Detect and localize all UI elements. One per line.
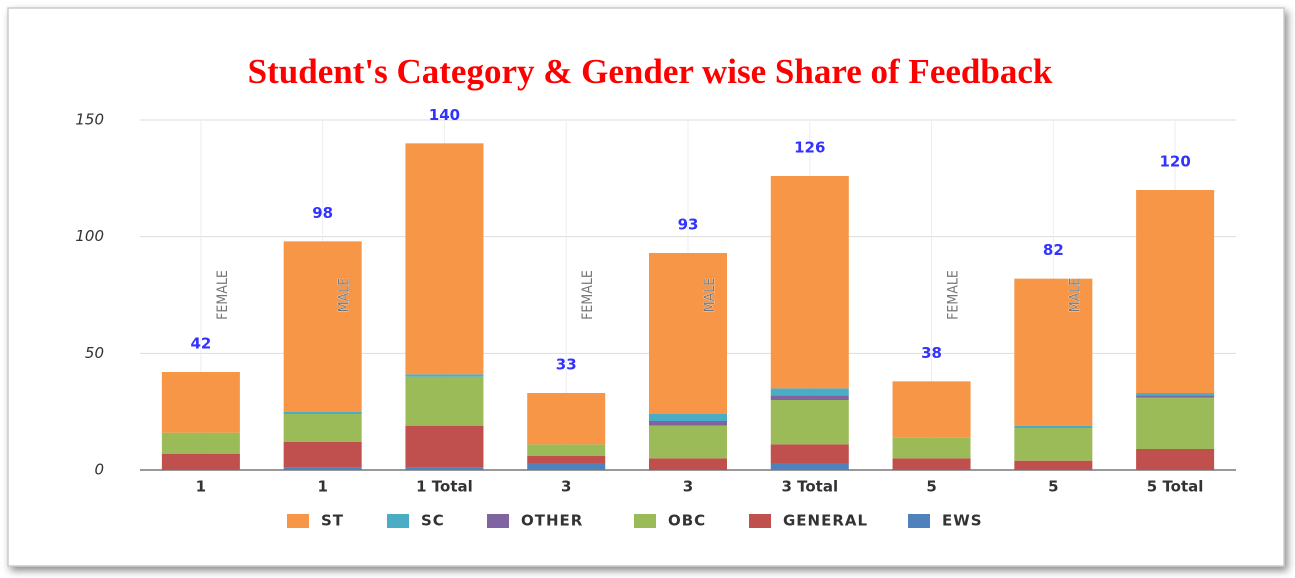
- total-label: 120: [1159, 153, 1190, 171]
- legend-label: OBC: [668, 512, 706, 530]
- bar-segment: [283, 467, 362, 470]
- legend-label: SC: [421, 512, 445, 530]
- legend-label: OTHER: [521, 512, 583, 530]
- x-tick-label: 3: [683, 478, 693, 496]
- legend-swatch: [387, 514, 409, 528]
- x-tick-label: 1: [317, 478, 327, 496]
- legend-swatch: [287, 514, 309, 528]
- bar-segment: [770, 463, 849, 470]
- bar-segment: [161, 432, 240, 454]
- bar-segment: [283, 414, 362, 442]
- x-tick-label: 3 Total: [781, 478, 838, 496]
- x-tick-label: 5: [1048, 478, 1058, 496]
- gender-label: FEMALE: [215, 270, 231, 320]
- bar-segment: [892, 381, 971, 438]
- bar-segment: [161, 453, 240, 470]
- bar-segment: [649, 414, 727, 421]
- x-tick-label: 1: [196, 478, 206, 496]
- bar-segment: [527, 393, 606, 445]
- bar-segment: [770, 395, 849, 400]
- bar-segment: [770, 176, 849, 389]
- bar-segment: [283, 442, 362, 468]
- gender-label: FEMALE: [580, 270, 596, 320]
- legend-label: ST: [321, 512, 344, 530]
- bar-segment: [1136, 393, 1215, 396]
- total-label: 98: [312, 204, 333, 222]
- y-tick-label: 100: [75, 227, 104, 245]
- bar-segment: [283, 411, 362, 414]
- gender-label: MALE: [702, 278, 718, 312]
- x-tick-label: 3: [561, 478, 571, 496]
- bar-segment: [770, 400, 849, 445]
- bar-segment: [1014, 425, 1093, 428]
- legend-label: GENERAL: [783, 512, 868, 530]
- total-label: 93: [678, 216, 699, 234]
- total-label: 38: [921, 344, 942, 362]
- x-tick-label: 1 Total: [416, 478, 473, 496]
- legend-swatch: [487, 514, 509, 528]
- bar-segment: [527, 456, 606, 463]
- gender-label: MALE: [1067, 278, 1083, 312]
- total-label: 126: [794, 139, 825, 157]
- chart-title: Student's Category & Gender wise Share o…: [248, 52, 1053, 91]
- bar-segment: [527, 444, 606, 456]
- bar-segment: [1136, 397, 1215, 449]
- bar-segment: [770, 388, 849, 396]
- bar-segment: [649, 253, 727, 414]
- bar-segment: [527, 463, 606, 470]
- bar-segment: [892, 458, 971, 470]
- bar-segment: [770, 444, 849, 463]
- bar-segment: [1136, 190, 1215, 393]
- total-label: 33: [556, 356, 577, 374]
- bar-segment: [1136, 449, 1215, 470]
- gender-label: MALE: [337, 278, 353, 312]
- bar-segment: [1136, 395, 1215, 398]
- bar-segment: [405, 467, 484, 470]
- legend-label: EWS: [942, 512, 983, 530]
- bar-segment: [649, 421, 727, 426]
- x-tick-label: 5: [926, 478, 936, 496]
- bar-segment: [649, 458, 727, 470]
- bar-segment: [1014, 278, 1093, 426]
- total-label: 42: [190, 335, 211, 353]
- bar-segment: [649, 425, 727, 459]
- legend-swatch: [634, 514, 656, 528]
- legend-swatch: [749, 514, 771, 528]
- gender-label: FEMALE: [946, 270, 962, 320]
- total-label: 82: [1043, 241, 1064, 259]
- bar-segment: [405, 376, 484, 426]
- bar-segment: [161, 372, 240, 433]
- y-tick-label: 0: [94, 461, 104, 479]
- y-tick-label: 150: [75, 111, 104, 129]
- total-label: 140: [429, 106, 460, 124]
- bar-segment: [1014, 428, 1093, 461]
- bar-segment: [405, 143, 484, 375]
- bar-segment: [405, 425, 484, 468]
- bar-segment: [892, 437, 971, 459]
- bar-segment: [283, 241, 362, 412]
- bar-segment: [1014, 460, 1093, 470]
- y-tick-label: 50: [85, 344, 104, 362]
- legend-swatch: [908, 514, 930, 528]
- x-tick-label: 5 Total: [1147, 478, 1204, 496]
- bar-segment: [405, 374, 484, 377]
